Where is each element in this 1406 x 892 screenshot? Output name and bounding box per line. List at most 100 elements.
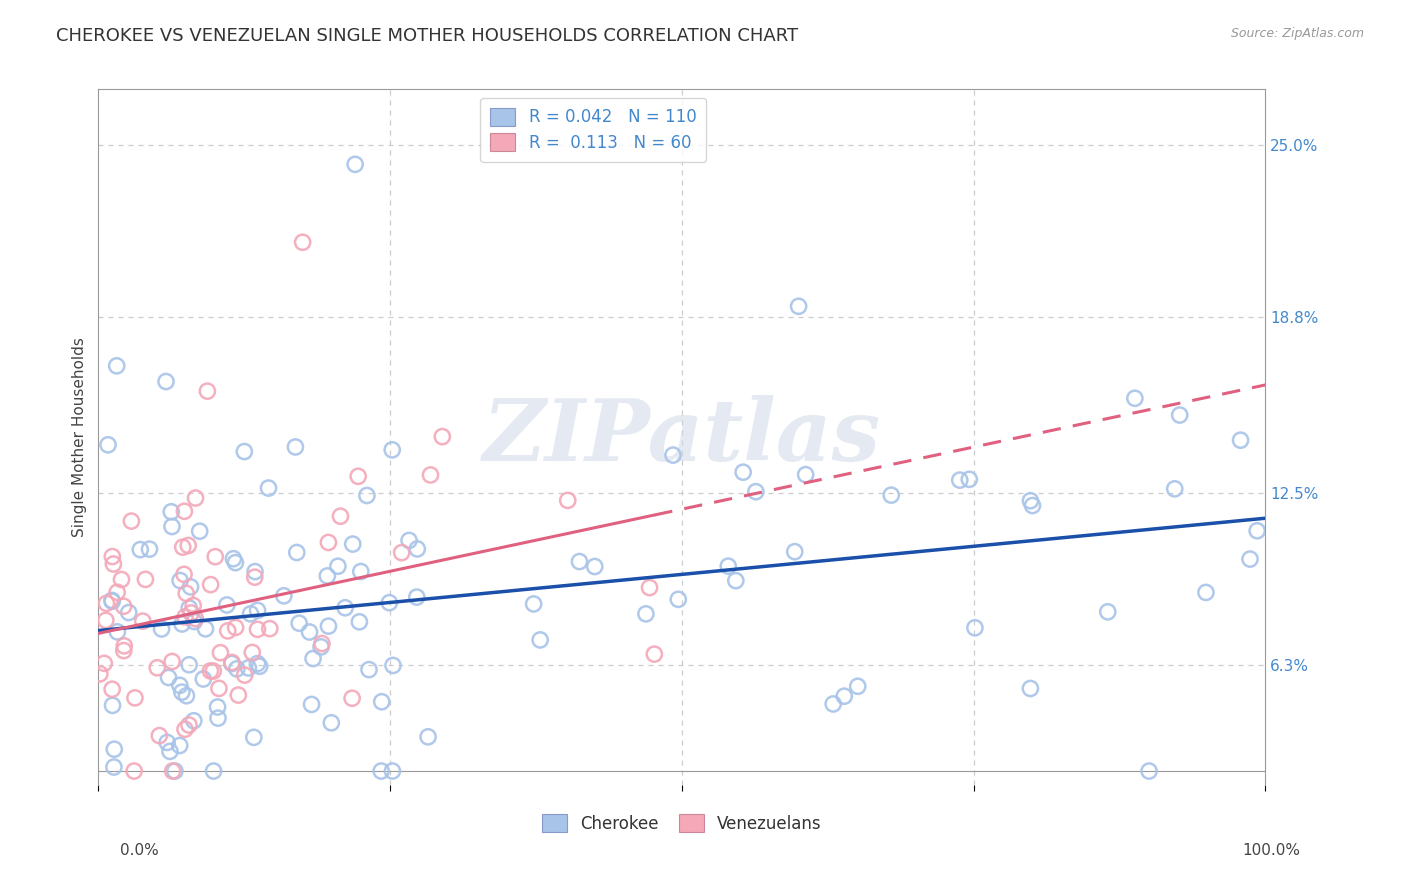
Point	[318, 535, 340, 549]
Point	[233, 668, 256, 682]
Point	[103, 742, 125, 756]
Point	[184, 491, 207, 505]
Point	[183, 714, 205, 728]
Point	[169, 739, 191, 753]
Point	[370, 764, 392, 778]
Point	[101, 698, 124, 713]
Point	[183, 615, 205, 629]
Point	[273, 589, 295, 603]
Point	[1195, 585, 1218, 599]
Point	[949, 473, 972, 487]
Point	[105, 624, 128, 639]
Point	[174, 586, 197, 600]
Point	[172, 540, 194, 554]
Point	[103, 557, 125, 571]
Point	[225, 662, 247, 676]
Point	[285, 545, 308, 559]
Point	[207, 711, 229, 725]
Point	[173, 504, 195, 518]
Point	[333, 600, 356, 615]
Point	[174, 610, 197, 624]
Point	[103, 760, 125, 774]
Point	[156, 735, 179, 749]
Point	[583, 559, 606, 574]
Point	[378, 596, 401, 610]
Point	[1168, 408, 1191, 422]
Point	[529, 632, 551, 647]
Point	[233, 444, 256, 458]
Point	[350, 565, 373, 579]
Point	[316, 569, 339, 583]
Text: Source: ZipAtlas.com: Source: ZipAtlas.com	[1230, 27, 1364, 40]
Point	[96, 596, 118, 610]
Point	[342, 537, 364, 551]
Point	[101, 593, 124, 607]
Point	[157, 671, 180, 685]
Point	[347, 469, 370, 483]
Point	[634, 607, 657, 621]
Point	[160, 655, 183, 669]
Legend: Cherokee, Venezuelans: Cherokee, Venezuelans	[536, 807, 828, 839]
Point	[105, 585, 128, 599]
Point	[179, 601, 201, 615]
Point	[200, 664, 222, 678]
Point	[208, 681, 231, 696]
Point	[832, 689, 855, 703]
Point	[724, 574, 747, 588]
Point	[240, 645, 263, 659]
Point	[717, 559, 740, 574]
Point	[163, 764, 186, 778]
Point	[204, 549, 226, 564]
Point	[179, 657, 201, 672]
Point	[120, 514, 142, 528]
Point	[207, 700, 229, 714]
Point	[249, 659, 271, 673]
Point	[405, 590, 427, 604]
Point	[1019, 681, 1042, 696]
Point	[246, 603, 269, 617]
Point	[177, 718, 200, 732]
Point	[246, 623, 269, 637]
Text: 100.0%: 100.0%	[1243, 843, 1301, 858]
Point	[432, 429, 454, 443]
Text: ZIPatlas: ZIPatlas	[482, 395, 882, 479]
Point	[745, 484, 768, 499]
Point	[398, 533, 420, 548]
Point	[162, 764, 184, 778]
Point	[224, 556, 246, 570]
Point	[344, 157, 367, 171]
Point	[1137, 764, 1160, 778]
Point	[176, 689, 198, 703]
Point	[202, 664, 225, 678]
Point	[1164, 482, 1187, 496]
Point	[112, 643, 135, 657]
Point	[155, 375, 177, 389]
Point	[356, 488, 378, 502]
Point	[89, 666, 111, 681]
Point	[246, 657, 269, 671]
Point	[215, 598, 238, 612]
Point	[101, 682, 124, 697]
Point	[243, 731, 266, 745]
Point	[302, 651, 325, 665]
Point	[311, 636, 333, 650]
Point	[846, 679, 869, 693]
Point	[217, 624, 239, 638]
Point	[110, 573, 132, 587]
Point	[391, 546, 413, 560]
Point	[880, 488, 903, 502]
Point	[181, 599, 204, 613]
Point	[291, 235, 314, 250]
Point	[221, 657, 243, 671]
Point	[318, 619, 340, 633]
Point	[134, 572, 156, 586]
Point	[188, 524, 211, 539]
Point	[259, 622, 281, 636]
Point	[963, 621, 986, 635]
Point	[329, 509, 352, 524]
Point	[787, 299, 810, 313]
Point	[523, 597, 546, 611]
Point	[381, 442, 404, 457]
Point	[1021, 499, 1043, 513]
Point	[169, 678, 191, 692]
